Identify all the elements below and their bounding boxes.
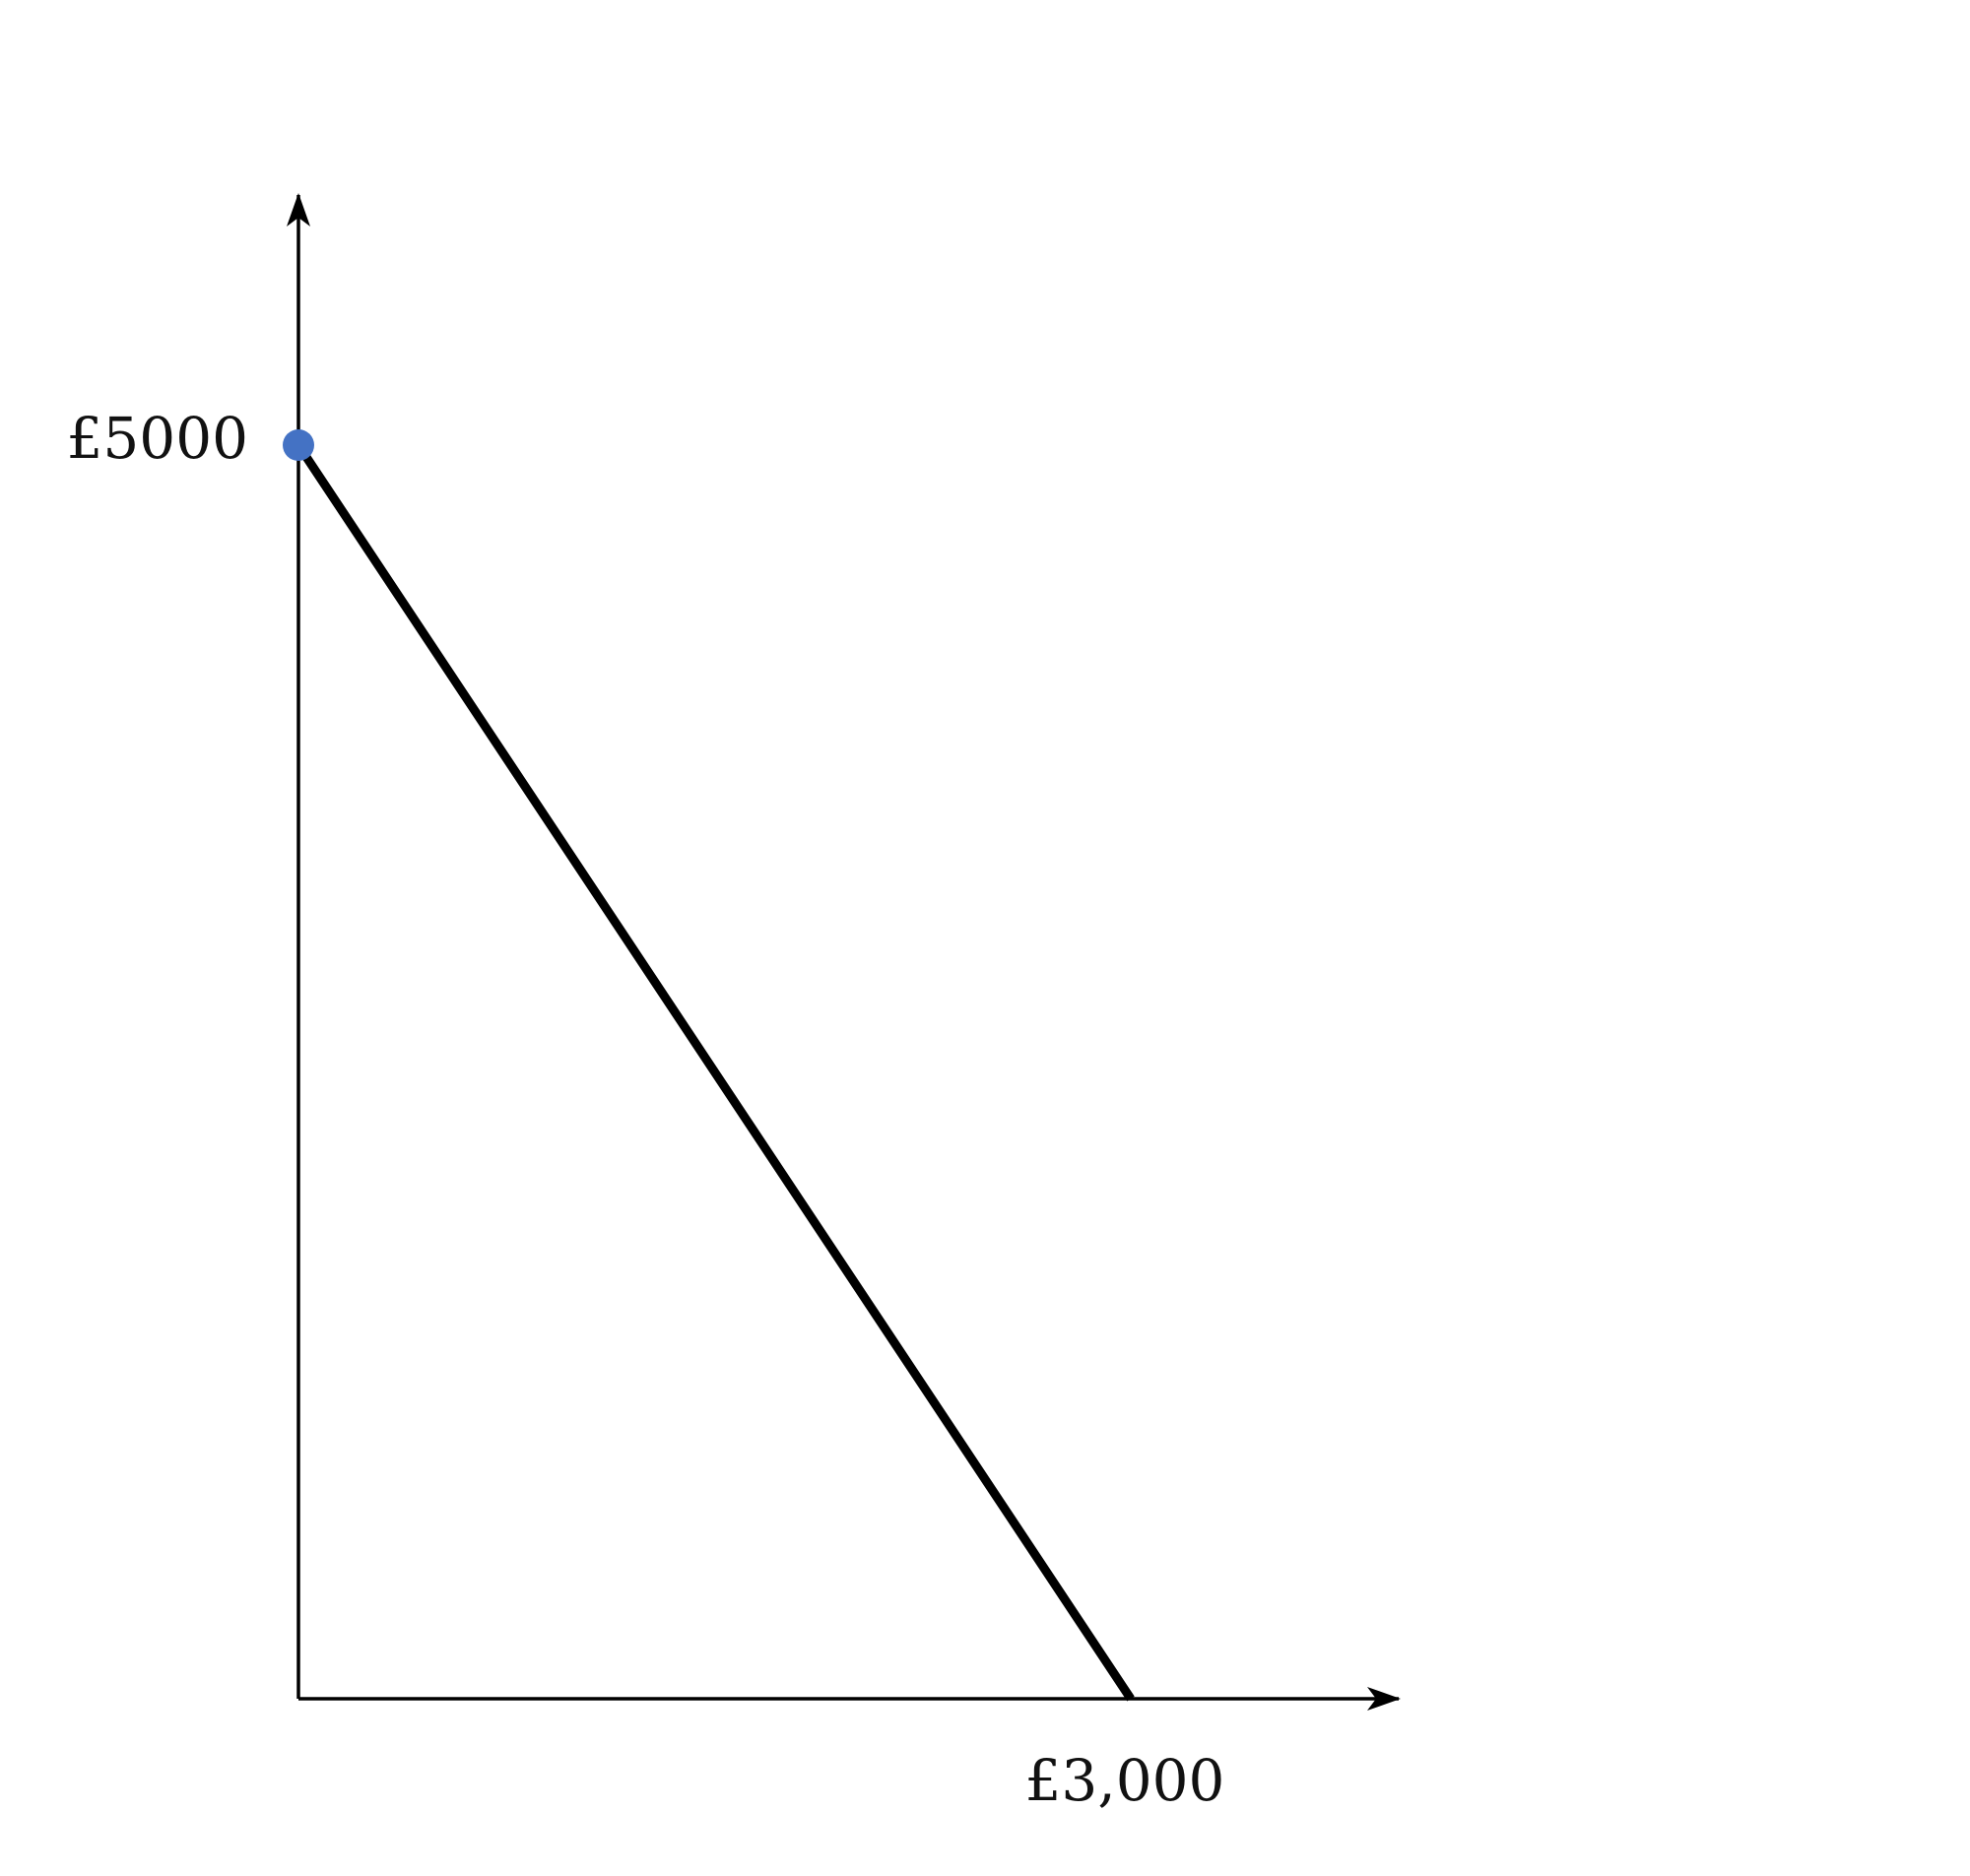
point-layer — [283, 429, 314, 461]
highlighted-point-0 — [283, 429, 314, 461]
y-tick-label: £5000 — [66, 405, 248, 472]
x-tick-label: £3,000 — [1025, 1747, 1225, 1814]
series-layer — [295, 442, 1135, 1702]
budget-line-series-0 — [295, 442, 1135, 1702]
